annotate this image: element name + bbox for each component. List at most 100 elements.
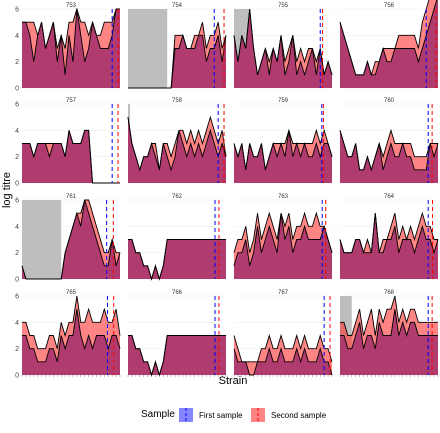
x-axis-title: Strain bbox=[219, 375, 248, 387]
area-overlap bbox=[234, 130, 332, 183]
area-overlap bbox=[22, 130, 120, 183]
panel-765: 765 0 2 4 6 bbox=[15, 287, 121, 380]
y-tick-label: 6 bbox=[15, 7, 19, 14]
panel-label: 760 bbox=[384, 98, 395, 104]
line-first-sample bbox=[233, 130, 333, 170]
y-tick-label: 2 bbox=[15, 59, 19, 66]
y-tick-label: 2 bbox=[15, 154, 19, 161]
panel-767: 767 bbox=[233, 287, 333, 377]
panel-760: 760 bbox=[339, 95, 439, 184]
line-second-sample bbox=[340, 295, 438, 336]
area-overlap bbox=[128, 35, 226, 88]
panel-762: 762 bbox=[128, 191, 226, 281]
panel-label: 762 bbox=[172, 194, 183, 200]
area-overlap bbox=[128, 335, 226, 375]
panel-label: 761 bbox=[66, 194, 77, 200]
panel-strip bbox=[22, 191, 120, 200]
y-tick-label: 4 bbox=[15, 320, 19, 327]
panel-strip bbox=[128, 191, 226, 200]
line-first-sample bbox=[22, 129, 120, 184]
panel-strip bbox=[22, 0, 120, 9]
panel-label: 755 bbox=[278, 3, 289, 9]
y-tick-label: 4 bbox=[15, 33, 19, 40]
line-first-sample bbox=[127, 117, 227, 172]
line-second-sample bbox=[233, 333, 333, 363]
panel-757: 757 0 2 4 6 bbox=[15, 95, 120, 188]
panel-768: 768 bbox=[339, 287, 439, 377]
y-tick-label: 4 bbox=[15, 128, 19, 135]
panel-strip bbox=[128, 287, 226, 296]
legend: Sample First sample Second sample bbox=[141, 408, 327, 422]
area-overlap bbox=[22, 200, 120, 279]
panel-754: 754 bbox=[128, 0, 227, 89]
y-tick-label: 2 bbox=[15, 346, 19, 353]
panel-label: 764 bbox=[384, 194, 395, 200]
y-tick-label: 6 bbox=[15, 102, 19, 109]
line-first-sample bbox=[22, 8, 120, 75]
y-tick-label: 6 bbox=[15, 198, 19, 205]
panel-strip bbox=[340, 95, 438, 104]
line-first-sample bbox=[21, 199, 121, 280]
panel-label: 757 bbox=[66, 98, 77, 104]
line-second-sample bbox=[233, 211, 333, 253]
panel-763: 763 bbox=[233, 191, 333, 280]
panel-strip bbox=[234, 0, 332, 9]
panel-label: 753 bbox=[66, 3, 77, 9]
area-overlap bbox=[340, 213, 438, 279]
panel-strip bbox=[340, 191, 438, 200]
panel-label: 758 bbox=[172, 98, 183, 104]
line-first-sample bbox=[233, 8, 333, 77]
panel-761: 761 0 2 4 6 bbox=[15, 191, 121, 284]
panel-label: 754 bbox=[172, 3, 183, 9]
legend-label-second-sample: Second sample bbox=[271, 411, 327, 420]
panel-strip bbox=[22, 95, 120, 104]
panel-label: 768 bbox=[384, 290, 395, 296]
y-tick-label: 6 bbox=[15, 294, 19, 301]
panel-label: 763 bbox=[278, 194, 289, 200]
panel-strip bbox=[234, 191, 332, 200]
line-first-sample bbox=[128, 335, 226, 377]
panel-758: 758 bbox=[127, 95, 227, 184]
panel-strip bbox=[340, 287, 438, 296]
legend-title: Sample bbox=[141, 409, 175, 420]
panel-756: 756 bbox=[339, 0, 438, 89]
area-overlap bbox=[128, 239, 226, 279]
panel-755: 755 bbox=[233, 0, 333, 89]
panel-strip bbox=[234, 95, 332, 104]
area-overlap bbox=[340, 0, 438, 88]
y-tick-label: 0 bbox=[15, 373, 19, 380]
y-tick-label: 0 bbox=[15, 181, 19, 188]
legend-item-second-sample: Second sample bbox=[251, 408, 327, 422]
line-second-sample bbox=[22, 295, 121, 350]
panel-strip bbox=[234, 287, 332, 296]
panel-strip bbox=[22, 287, 120, 296]
y-tick-label: 4 bbox=[15, 224, 19, 231]
line-first-sample bbox=[128, 33, 227, 89]
line-first-sample bbox=[128, 239, 226, 281]
line-first-sample bbox=[339, 130, 439, 172]
line-first-sample bbox=[22, 309, 121, 363]
y-tick-label: 2 bbox=[15, 250, 19, 257]
panel-label: 756 bbox=[384, 3, 395, 9]
line-first-sample bbox=[233, 213, 333, 266]
line-first-sample bbox=[339, 213, 439, 255]
area-overlap bbox=[234, 9, 332, 88]
line-first-sample bbox=[340, 309, 438, 350]
line-first-sample bbox=[339, 0, 438, 76]
panel-label: 759 bbox=[278, 98, 289, 104]
y-axis-title: log titre bbox=[1, 172, 13, 208]
panel-label: 765 bbox=[66, 290, 77, 296]
panel-759: 759 bbox=[233, 95, 333, 184]
panel-label: 766 bbox=[172, 290, 183, 296]
excluded-region bbox=[128, 9, 168, 88]
area-overlap bbox=[234, 213, 332, 279]
area-overlap bbox=[128, 117, 226, 183]
panel-label: 767 bbox=[278, 290, 289, 296]
panel-753: 753 0 2 4 6 bbox=[15, 0, 120, 93]
panel-764: 764 bbox=[339, 191, 439, 280]
panel-766: 766 bbox=[127, 287, 227, 377]
panel-strip bbox=[128, 0, 226, 9]
y-tick-label: 0 bbox=[15, 277, 19, 284]
